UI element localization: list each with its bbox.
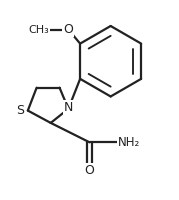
Text: S: S xyxy=(16,104,24,117)
Text: O: O xyxy=(84,164,95,177)
Text: N: N xyxy=(64,101,73,114)
Text: O: O xyxy=(63,23,73,36)
Text: CH₃: CH₃ xyxy=(28,25,49,35)
Text: NH₂: NH₂ xyxy=(118,136,140,149)
